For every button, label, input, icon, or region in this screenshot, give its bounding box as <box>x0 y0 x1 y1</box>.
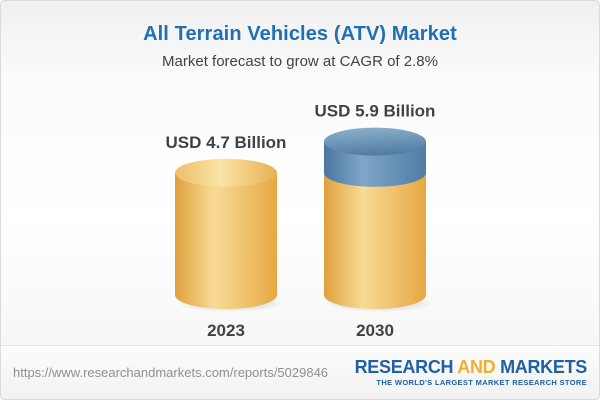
footer-bar: https://www.researchandmarkets.com/repor… <box>1 345 599 399</box>
chart-title: All Terrain Vehicles (ATV) Market <box>143 23 457 45</box>
bar-2030-value-label: USD 5.9 Billion <box>315 102 436 121</box>
logo-wordmark: RESEARCH AND MARKETS <box>354 357 588 378</box>
report-url: https://www.researchandmarkets.com/repor… <box>13 365 329 380</box>
bar-2023-year-label: 2023 <box>207 321 245 340</box>
bar-2030-year-label: 2030 <box>356 321 394 340</box>
logo-word-markets: MARKETS <box>500 357 587 378</box>
bar-2023-value-label: USD 4.7 Billion <box>166 133 287 152</box>
cylinder-bar-chart: USD 4.7 Billion 2023 USD 5.9 Billion 203… <box>166 102 436 340</box>
bar-2023-body <box>175 172 277 309</box>
logo-tagline: THE WORLD'S LARGEST MARKET RESEARCH STOR… <box>376 378 587 388</box>
logo-word-research: RESEARCH <box>354 357 454 378</box>
chart-subtitle: Market forecast to grow at CAGR of 2.8% <box>162 53 438 70</box>
bar-2023: USD 4.7 Billion 2023 <box>166 133 287 340</box>
bar-2030: USD 5.9 Billion 2030 <box>315 102 436 340</box>
bar-2030-base-segment <box>324 172 426 309</box>
research-and-markets-logo: RESEARCH AND MARKETS THE WORLD'S LARGEST… <box>354 357 588 388</box>
logo-word-and: AND <box>457 357 496 378</box>
bar-2030-top-cap <box>324 127 426 156</box>
bar-2023-top-cap <box>175 158 277 187</box>
